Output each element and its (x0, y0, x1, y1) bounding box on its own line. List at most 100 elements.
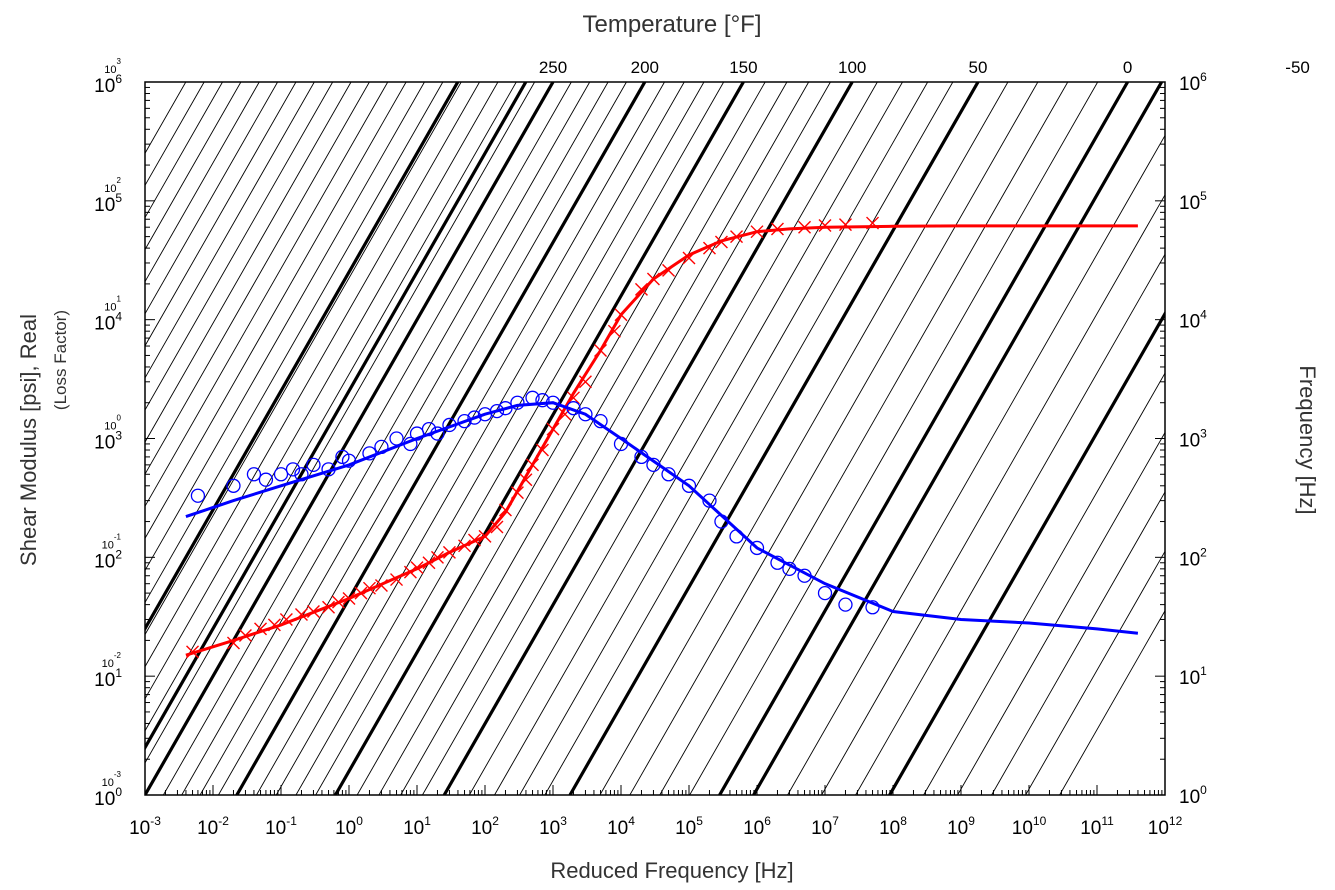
loss-factor-point (321, 462, 336, 477)
loss-factor-tick-label: 103 (104, 57, 121, 76)
isotherm-minor-line (145, 82, 517, 732)
isotherm-minor-line (162, 82, 572, 795)
loss-factor-point (797, 568, 812, 583)
loss-factor-point (770, 555, 785, 570)
loss-factor-point (510, 395, 525, 410)
isotherm-minor-line (629, 82, 1039, 795)
isotherm-minor-line (689, 82, 1099, 795)
loss-factor-point (613, 436, 629, 452)
storage-modulus-point (362, 581, 376, 595)
x-tick-label: 105 (675, 814, 703, 839)
loss-factor-point (749, 540, 765, 556)
loss-factor-tick-labels: 10-3 10-2 10-1 100 101 102 103 (102, 57, 122, 789)
storage-modulus-point (410, 561, 424, 575)
x-tick-label: 10-1 (265, 814, 297, 839)
temperature-label: 100 (838, 58, 866, 77)
storage-modulus-point (458, 539, 472, 553)
temperature-label: 250 (539, 58, 567, 77)
storage-modulus-point (294, 608, 308, 622)
storage-modulus-point (634, 282, 648, 296)
loss-factor-point (294, 467, 309, 482)
storage-modulus-point (750, 225, 764, 239)
storage-modulus-point (646, 272, 660, 286)
y-axis-subtitle: (Loss Factor) (51, 310, 70, 410)
storage-modulus-point (354, 586, 368, 600)
x-tick-label: 100 (335, 814, 363, 839)
x-tick-label: 108 (879, 814, 907, 839)
isotherm-minor-line (275, 82, 685, 795)
loss-factor-point (430, 426, 445, 441)
storage-modulus-point (442, 545, 456, 559)
loss-factor-point (467, 410, 482, 425)
isotherm-minor-line (145, 82, 242, 251)
y-axis-title: Shear Modulus [psi], Real (16, 314, 41, 566)
isotherm-minor-line (787, 134, 1165, 795)
x-tick-label: 10-3 (129, 814, 161, 839)
loss-factor-tick-label: 10-2 (102, 651, 122, 670)
isotherm-minor-line (145, 82, 278, 315)
y2-axis-title: Frequency [Hz] (1295, 365, 1320, 514)
isotherm-major-line (442, 82, 854, 795)
storage-modulus-point (546, 422, 560, 436)
isotherm-minor-line (145, 82, 315, 379)
loss-factor-tick-label: 100 (104, 414, 121, 433)
storage-modulus-point (614, 308, 628, 322)
x-tick-label: 1011 (1080, 814, 1114, 839)
loss-factor-point (578, 407, 593, 422)
y-tick-label: 102 (94, 547, 122, 572)
isotherm-minor-line (659, 82, 1069, 795)
isotherm-minor-line (855, 253, 1165, 795)
loss-factor-point (729, 529, 744, 544)
loss-factor-point (246, 467, 262, 482)
storage-modulus-point (390, 573, 404, 587)
isotherm-minor-line (468, 82, 878, 795)
storage-modulus-point (254, 622, 268, 636)
isotherm-minor-line (957, 431, 1165, 795)
storage-modulus-point (331, 595, 345, 609)
storage-modulus-point (607, 324, 621, 338)
x-tick-label: 109 (947, 814, 975, 839)
loss-factor-point (362, 446, 377, 461)
loss-factor-point (545, 395, 561, 410)
isotherm-minor-line (145, 82, 334, 411)
storage-modulus-point (714, 235, 728, 249)
loss-factor-point (593, 413, 608, 429)
y2-tick-label: 100 (1179, 783, 1207, 808)
loss-factor-point (258, 472, 274, 487)
y2-tick-label: 102 (1179, 545, 1207, 570)
loss-factor-point (646, 457, 661, 473)
storage-modulus-point (306, 605, 320, 619)
temperature-label: 200 (631, 58, 659, 77)
isotherm-minor-line (544, 82, 954, 795)
storage-modulus-point (558, 407, 572, 421)
isotherm-major-line (888, 310, 1165, 795)
loss-factor-point (535, 393, 550, 408)
isotherm-minor-line (400, 82, 810, 795)
loss-factor-point (525, 390, 540, 405)
x-tick-label: 107 (811, 814, 839, 839)
y2-tick-label: 101 (1179, 664, 1207, 689)
loss-factor-point (457, 413, 472, 429)
x-tick-label: 1010 (1012, 814, 1047, 839)
temperature-labels: 250 200 150 100 50 0 -50 (539, 58, 1310, 77)
x-tick-label: 101 (403, 814, 431, 839)
x-tick-label: 104 (607, 814, 635, 839)
isotherm-major-line (718, 82, 1129, 795)
storage-modulus-point (490, 520, 504, 534)
loss-factor-point (681, 478, 697, 493)
isotherm-minor-line (145, 82, 536, 764)
storage-modulus-point (478, 529, 492, 543)
loss-factor-point (374, 439, 389, 455)
x-axis-tick-labels: 10-3 10-2 10-1 100 101 102 103 104 105 106 107 108 1… (129, 814, 1182, 839)
loss-factor-point (273, 467, 289, 482)
loss-factor-point (566, 401, 581, 416)
storage-modulus-point (866, 216, 880, 230)
right-axis-tick-labels: 100 101 102 103 104 105 106 (1179, 70, 1207, 808)
isotherm-minor-line (145, 82, 389, 508)
series-layer (185, 216, 1139, 659)
isotherm-minor-line (519, 82, 929, 795)
storage-modulus-point (770, 222, 784, 236)
temperature-label: 0 (1123, 58, 1132, 77)
isotherm-major-line (145, 82, 528, 751)
y-tick-label: 104 (94, 310, 122, 335)
